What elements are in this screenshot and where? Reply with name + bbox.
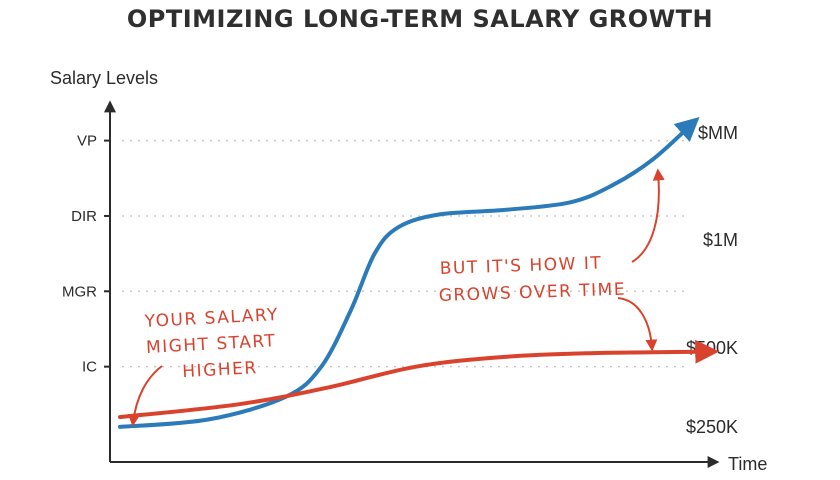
annotation-line: MIGHT START	[146, 331, 277, 358]
grid-lines	[122, 139, 690, 368]
annotation-right-arrow-down	[617, 297, 658, 352]
series-line-blue	[118, 116, 700, 429]
series-layer	[118, 116, 720, 429]
x-axis-label: Time	[728, 454, 767, 474]
annotation-right-arrow-up	[631, 168, 665, 263]
y-axis-label: Salary Levels	[50, 68, 158, 88]
right-level-label: $500K	[686, 338, 738, 358]
right-level-label: $1M	[703, 230, 738, 250]
y-ticks: IC MGR DIR VP	[62, 133, 110, 376]
annotation-line: HIGHER	[182, 358, 258, 382]
y-tick-label: DIR	[71, 208, 97, 225]
y-tick-label: IC	[82, 359, 97, 376]
y-tick-label: MGR	[62, 283, 97, 300]
right-level-label: $250K	[686, 417, 738, 437]
right-level-label: $MM	[698, 123, 738, 143]
series-line-red	[118, 339, 720, 420]
annotation-line: BUT IT'S HOW IT	[439, 253, 602, 279]
annotation-line: YOUR SALARY	[143, 305, 279, 332]
right-labels: $250K $500K $1M $MM	[686, 123, 738, 437]
annotation-line: GROWS OVER TIME	[438, 280, 626, 307]
annotation-left-arrow	[128, 365, 163, 427]
chart-title: OPTIMIZING LONG-TERM SALARY GROWTH	[127, 5, 713, 33]
y-tick-label: VP	[77, 133, 97, 150]
